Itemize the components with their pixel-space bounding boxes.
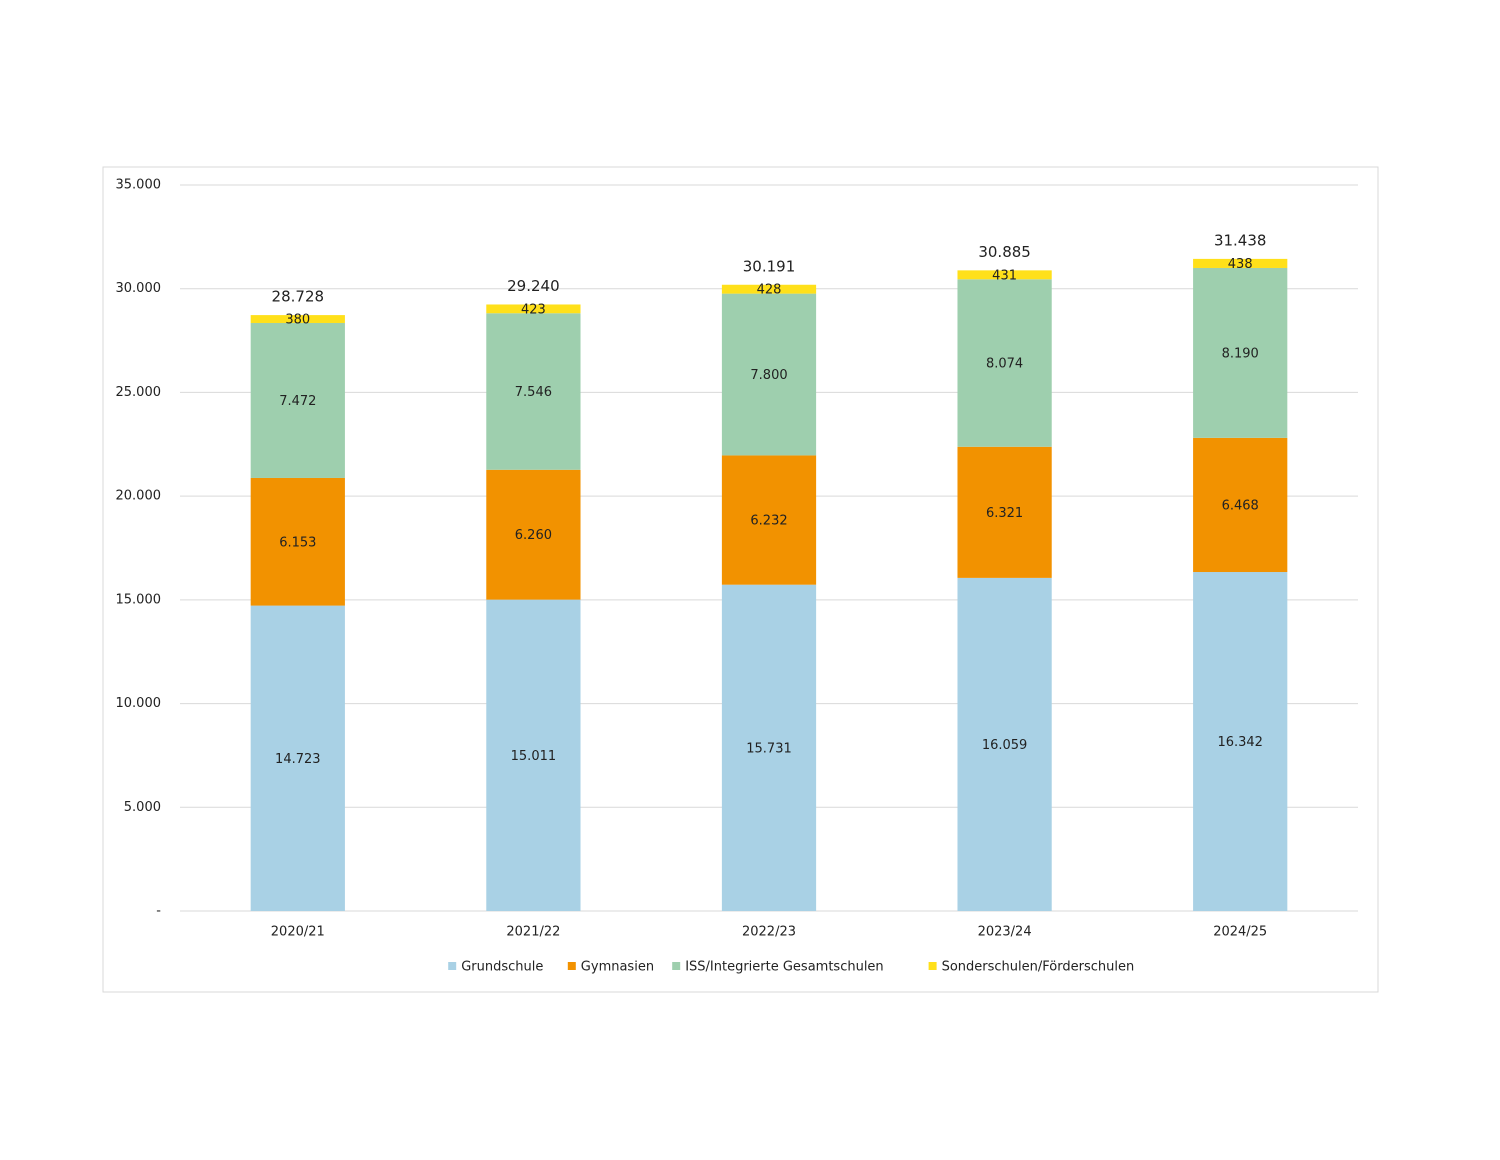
data-label: 16.342 [1217,735,1263,750]
bar-segment [250,315,345,323]
data-label: 438 [1228,257,1253,272]
bar-segment [957,446,1052,578]
bar-segment [721,455,817,585]
y-tick-label: 15.000 [116,592,162,607]
x-tick-label: 2021/22 [506,925,560,940]
data-label: 7.800 [750,368,787,383]
bar-segment [957,279,1052,447]
data-label: 7.546 [515,385,552,400]
bar-segment [721,284,817,294]
data-label: 7.472 [279,394,316,409]
y-tick-label: 10.000 [116,696,162,711]
bar-segment [721,584,817,911]
data-label: 15.011 [511,749,557,764]
legend-swatch [672,962,681,970]
bar-segment [957,270,1052,280]
legend-swatch [448,962,457,970]
data-label: 16.059 [982,738,1028,753]
bar-segment [250,477,345,606]
legend-label: Gymnasien [581,960,654,975]
data-label: 6.260 [515,528,552,543]
data-label: 8.074 [986,357,1023,372]
total-label: 29.240 [507,277,560,295]
y-tick-label: 25.000 [116,385,162,400]
bar-segment [250,605,345,911]
bar-segment [486,599,581,911]
y-tick-label: - [156,904,161,919]
x-tick-label: 2024/25 [1213,925,1267,940]
data-label: 14.723 [275,752,321,767]
x-tick-label: 2022/23 [742,925,796,940]
total-label: 31.438 [1214,231,1267,249]
total-label: 30.191 [743,257,796,275]
legend-swatch [928,962,937,970]
bar-segment [957,577,1052,911]
legend-label: ISS/Integrierte Gesamtschulen [685,960,884,975]
total-label: 28.728 [272,288,325,306]
y-tick-label: 35.000 [116,178,162,193]
data-label: 431 [992,268,1017,283]
total-label: 30.885 [978,243,1031,261]
legend-label: Grundschule [461,960,543,975]
data-label: 6.153 [279,535,316,550]
bar-segment [486,469,581,600]
data-label: 15.731 [746,741,792,756]
y-tick-label: 20.000 [116,489,162,504]
data-label: 380 [285,313,310,328]
bar-segment [721,293,817,456]
data-label: 6.468 [1222,498,1259,513]
bar-segment [250,322,345,478]
data-label: 428 [757,283,782,298]
data-label: 423 [521,302,546,317]
data-label: 8.190 [1222,346,1259,361]
data-label: 6.232 [750,514,787,529]
y-tick-label: 30.000 [116,281,162,296]
x-tick-label: 2020/21 [271,925,325,940]
bar-segment [1193,258,1288,268]
legend-swatch [567,962,576,970]
x-tick-label: 2023/24 [978,925,1032,940]
bar-segment [1193,437,1288,573]
bar-segment [1193,572,1288,911]
bar-segment [1193,267,1288,438]
legend-label: Sonderschulen/Förderschulen [942,960,1135,975]
bar-segment [486,313,581,470]
bar-segment [486,304,581,314]
y-tick-label: 5.000 [124,800,161,815]
data-label: 6.321 [986,506,1023,521]
